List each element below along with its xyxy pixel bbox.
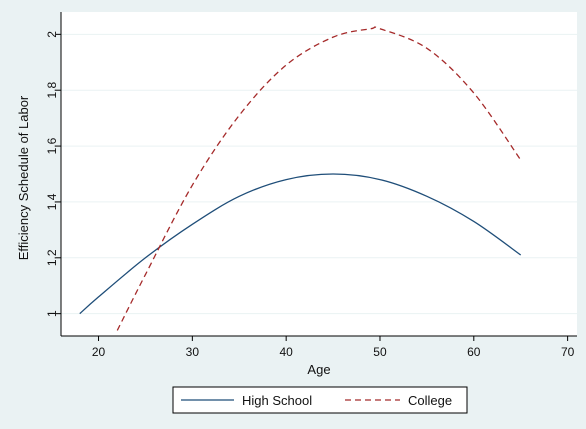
legend-label-series-1: High School [242, 393, 312, 408]
y-axis-label: Efficiency Schedule of Labor [16, 95, 31, 260]
x-tick-label-3: 50 [373, 345, 387, 359]
y-tick-label-1: 1.2 [45, 249, 59, 266]
x-tick-label-0: 20 [92, 345, 106, 359]
legend: High School College [172, 386, 468, 414]
series-line-1 [79, 173, 522, 315]
x-tick-label-5: 70 [561, 345, 575, 359]
x-tick-label-1: 30 [186, 345, 200, 359]
x-axis-label: Age [307, 362, 330, 377]
y-tick-label-3: 1.6 [45, 137, 59, 154]
legend-label-series-2: College [408, 393, 452, 408]
x-tick-label-4: 60 [467, 345, 481, 359]
y-tick-label-5: 2 [45, 31, 59, 38]
y-tick-label-0: 1 [45, 310, 59, 317]
x-tick-label-2: 40 [279, 345, 293, 359]
y-tick-label-2: 1.4 [45, 193, 59, 210]
y-tick-label-4: 1.8 [45, 82, 59, 99]
